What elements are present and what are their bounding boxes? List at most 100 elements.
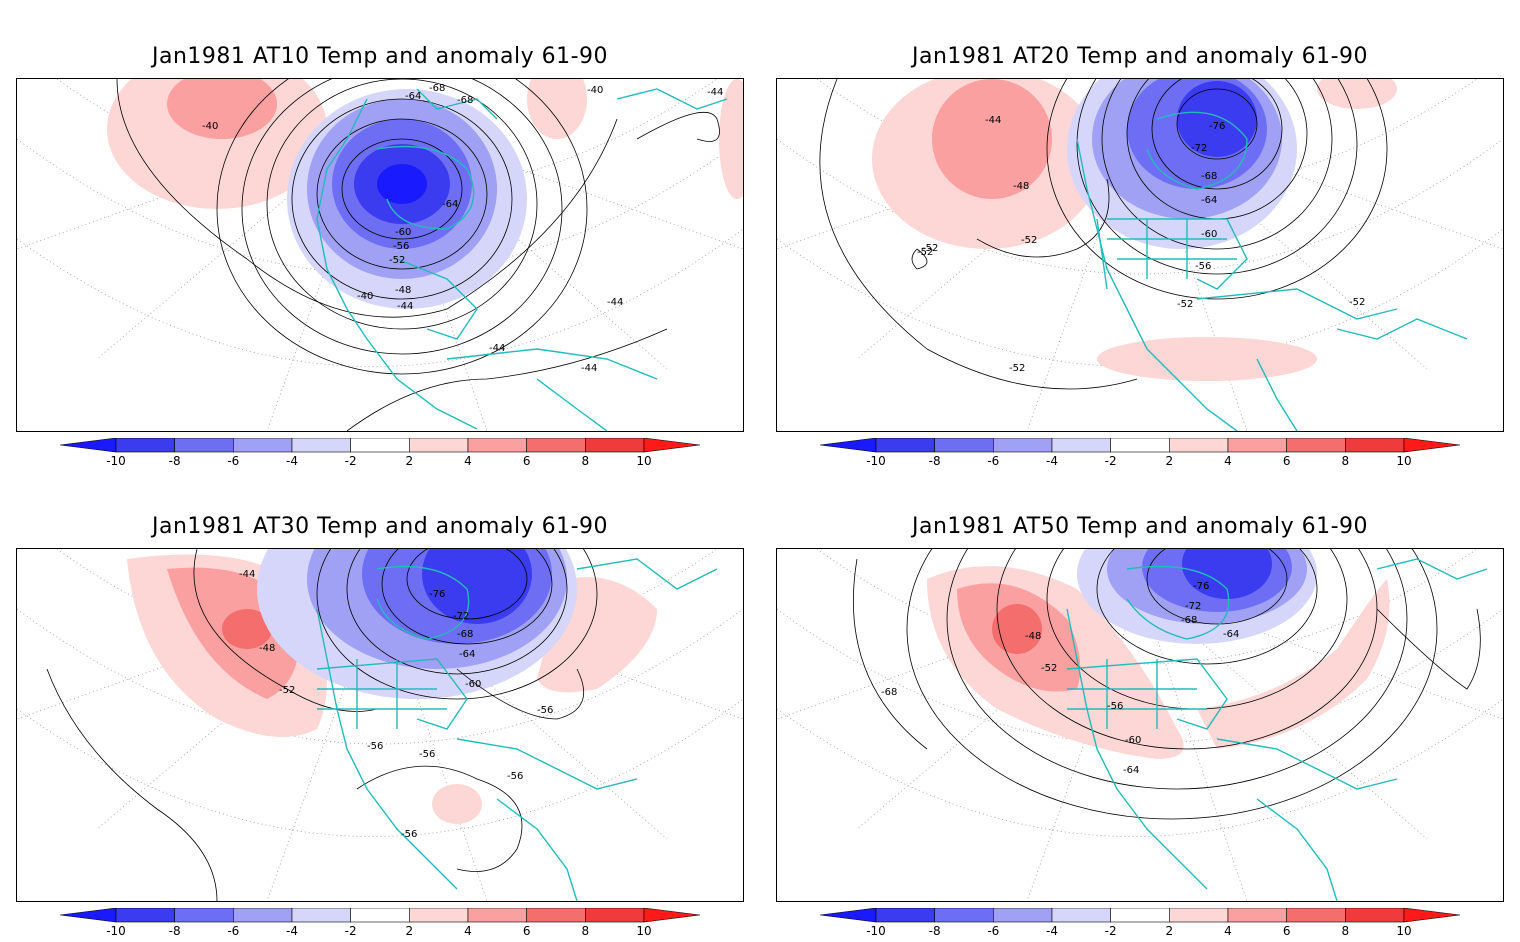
colorbar-tick-label: -10 — [106, 924, 126, 938]
coastlines — [316, 88, 728, 431]
contour-labels: -40 -64 -68 -68 -40 -44 -64 -60 -56 -52 … — [202, 83, 723, 374]
colorbar-tick-label: -2 — [1104, 924, 1117, 938]
contour-label: -68 — [457, 629, 473, 640]
contour-label: -56 — [507, 771, 523, 782]
contour-label: -52 — [389, 255, 405, 266]
colorbar-swatch — [934, 908, 994, 923]
colorbar-high-triangle — [643, 908, 700, 923]
colorbar-swatches — [820, 908, 1460, 923]
colorbar-tick-label: -4 — [1046, 924, 1058, 938]
colorbar-tick-label: -2 — [344, 924, 357, 938]
colorbar-tick-label: -10 — [106, 454, 126, 468]
panel-4-title: Jan1981 AT50 Temp and anomaly 61-90 — [911, 514, 1369, 539]
colorbar-tick-label: -6 — [987, 454, 1000, 468]
cold-anomaly-core — [422, 549, 532, 624]
colorbar-tick-label: 8 — [1341, 924, 1350, 938]
contour-labels: -44 -48 -52 -52 -52 -76 -72 -68 -64 -60 … — [917, 115, 1365, 374]
contour-label: -76 — [1209, 121, 1225, 132]
contour-label: -48 — [259, 643, 275, 654]
contour-label: -52 — [1021, 235, 1037, 246]
colorbar-swatch — [1227, 438, 1287, 453]
colorbar-swatch — [875, 438, 935, 453]
colorbar-swatch — [526, 438, 586, 453]
colorbar-swatch — [993, 908, 1053, 923]
colorbar-swatch — [526, 908, 586, 923]
colorbar-1: -10 -8 -6 -4 -2 2 4 6 8 10 — [60, 438, 700, 472]
colorbar-tick-label: 8 — [581, 454, 590, 468]
colorbar-swatch — [291, 438, 351, 453]
contour-label: -64 — [442, 199, 458, 210]
contour-label: -52 — [1009, 363, 1025, 374]
colorbar-swatch — [467, 908, 527, 923]
colorbar-swatch — [1169, 908, 1229, 923]
warm-anomaly — [1097, 337, 1317, 381]
panel-3-map: -44 -48 -52 -76 -72 -68 -64 -60 -56 -56 … — [16, 548, 744, 902]
contour-label: -44 — [581, 363, 597, 374]
colorbar-tick-label: 2 — [405, 454, 414, 468]
colorbar-tick-label: -6 — [227, 454, 240, 468]
colorbar-tick-label: -6 — [227, 924, 240, 938]
anomaly-shading — [872, 79, 1397, 381]
warm-anomaly — [719, 79, 743, 199]
contour-label: -52 — [1041, 663, 1057, 674]
colorbar-tick-label: -4 — [286, 924, 298, 938]
colorbar-tick-label: 4 — [464, 924, 472, 938]
colorbar-tick-label: 8 — [581, 924, 590, 938]
colorbar-tick-label: 4 — [1224, 924, 1232, 938]
contour-label: -44 — [607, 297, 623, 308]
colorbar-swatch — [233, 438, 293, 453]
colorbar-tick-label: -4 — [1046, 454, 1058, 468]
contour-label: -48 — [395, 285, 411, 296]
contour-label: -56 — [393, 241, 409, 252]
colorbar-tick-label: 4 — [464, 454, 472, 468]
contour-label: -52 — [1349, 297, 1365, 308]
colorbar-swatch — [350, 438, 410, 453]
cold-anomaly-core — [377, 164, 427, 204]
contour-label: -56 — [1107, 701, 1123, 712]
temperature-contours — [819, 79, 1388, 390]
colorbar-swatch — [585, 908, 645, 923]
contour-label: -52 — [922, 243, 938, 254]
coastlines — [316, 558, 718, 901]
colorbar-swatch — [585, 438, 645, 453]
contour-label: -56 — [1195, 261, 1211, 272]
contour-label: -40 — [202, 121, 218, 132]
contour-label: -44 — [397, 301, 413, 312]
anomaly-shading — [927, 549, 1390, 759]
contour-label: -52 — [1177, 299, 1193, 310]
colorbar-tick-label: 6 — [522, 454, 531, 468]
contour-label: -68 — [1201, 171, 1217, 182]
colorbar-tick-label: -8 — [928, 454, 941, 468]
contour-label: -72 — [453, 611, 469, 622]
colorbar-swatch — [409, 908, 469, 923]
colorbar-tick-label: -2 — [1104, 454, 1117, 468]
contour-label: -64 — [1123, 765, 1139, 776]
colorbar-swatch — [467, 438, 527, 453]
colorbar-swatch — [350, 908, 410, 923]
warm-anomaly-core — [167, 79, 277, 139]
panel-4-map: -48 -52 -68 -76 -72 -68 -64 -56 -60 -64 — [776, 548, 1504, 902]
contour-label: -44 — [707, 87, 723, 98]
colorbar-swatch — [1051, 908, 1111, 923]
contour-label: -76 — [429, 589, 445, 600]
colorbar-tick-label: -4 — [286, 454, 298, 468]
contour-label: -60 — [1125, 735, 1141, 746]
warm-anomaly — [1197, 579, 1390, 749]
colorbar-swatches — [60, 908, 700, 923]
cold-anomaly-core — [1177, 81, 1257, 157]
colorbar-tick-label: -8 — [928, 924, 941, 938]
contour-label: -40 — [587, 85, 603, 96]
colorbar-tick-label: 2 — [1165, 454, 1174, 468]
colorbar-tick-label: -8 — [168, 924, 181, 938]
warm-anomaly — [527, 79, 587, 139]
colorbar-swatch — [1345, 438, 1405, 453]
colorbar-swatch — [1345, 908, 1405, 923]
contour-label: -44 — [489, 343, 505, 354]
colorbar-low-triangle — [820, 438, 877, 453]
contour-label: -60 — [395, 227, 411, 238]
panel-2-title: Jan1981 AT20 Temp and anomaly 61-90 — [911, 44, 1369, 69]
cold-anomaly-core — [1182, 549, 1272, 599]
colorbar-low-triangle — [60, 438, 117, 453]
contour-label: -72 — [1191, 143, 1207, 154]
panel-1-title: Jan1981 AT10 Temp and anomaly 61-90 — [151, 44, 609, 69]
